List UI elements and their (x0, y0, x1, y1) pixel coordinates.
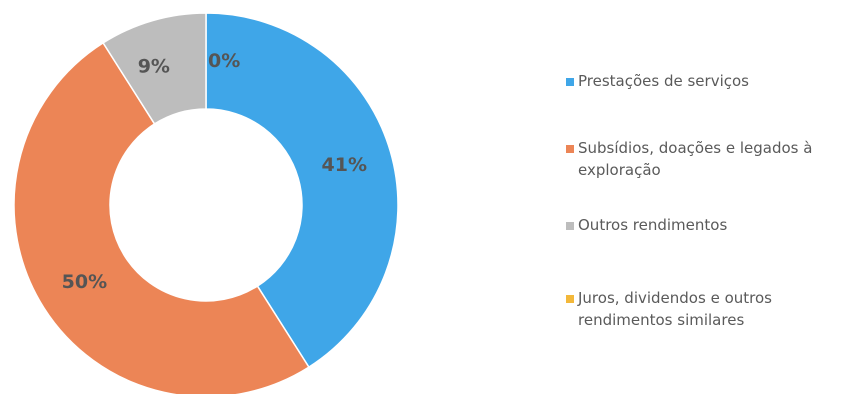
legend-label-prestacoes: Prestações de serviços (578, 70, 749, 92)
legend-label-juros: Juros, dividendos e outros rendimentos s… (578, 287, 772, 331)
legend-label-subsidios: Subsídios, doações e legados à exploraçã… (578, 137, 812, 181)
legend-item-outros: Outros rendimentos (566, 214, 727, 236)
legend-label-outros: Outros rendimentos (578, 214, 727, 236)
legend-line: Outros rendimentos (578, 216, 728, 234)
donut-slice-0 (205, 12, 399, 369)
legend-swatch-juros (566, 295, 574, 303)
slice-labels: 41% 50% 9% 0% (62, 50, 367, 293)
donut-slices (13, 12, 399, 394)
legend-swatch-subsidios (566, 145, 574, 153)
legend-line: rendimentos similares (578, 311, 745, 329)
legend-line: Subsídios, doações e legados à (578, 139, 813, 157)
legend-item-subsidios: Subsídios, doações e legados à exploraçã… (566, 137, 812, 181)
slice-label-2: 9% (138, 56, 170, 78)
legend-line: Juros, dividendos e outros (578, 289, 772, 307)
legend-line: Prestações de serviços (578, 72, 749, 90)
legend-line: exploração (578, 161, 661, 179)
donut-slice-2 (102, 12, 207, 125)
slice-label-1: 50% (62, 271, 107, 293)
legend-swatch-outros (566, 222, 574, 230)
legend-swatch-prestacoes (566, 78, 574, 86)
donut-slice-1 (13, 41, 310, 394)
legend-item-juros: Juros, dividendos e outros rendimentos s… (566, 287, 772, 331)
legend-item-prestacoes: Prestações de serviços (566, 70, 749, 92)
slice-label-3: 0% (208, 50, 240, 72)
slice-label-0: 41% (322, 154, 367, 176)
